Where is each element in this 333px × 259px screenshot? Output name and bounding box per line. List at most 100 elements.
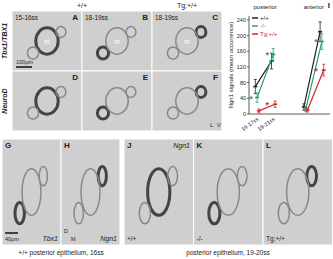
- gene-label: Ngn1: [100, 235, 117, 243]
- tissue: [97, 107, 108, 119]
- panel-letter: A: [72, 13, 78, 22]
- tissue: [139, 203, 150, 224]
- point: [318, 31, 322, 33]
- micrograph: [2, 139, 61, 245]
- error-bar: [319, 22, 322, 42]
- y-tick: [247, 114, 249, 115]
- y-tick-label: 240: [237, 17, 246, 23]
- chart-background: [226, 0, 333, 136]
- tissue: [81, 169, 100, 216]
- tissue: [167, 47, 178, 59]
- legend-label: -/-: [260, 23, 266, 29]
- y-tick: [247, 82, 249, 83]
- y-tick: [247, 51, 249, 52]
- error-bar: [272, 49, 275, 61]
- x-axis: [249, 114, 330, 115]
- panel-letter: D: [72, 73, 78, 82]
- micrograph: [152, 71, 222, 131]
- point: [320, 41, 324, 43]
- legend-label: Tg;+/+: [260, 31, 278, 37]
- y-axis-label: Ngn1 signals (mean occurrence): [228, 22, 234, 109]
- panel-letter: H: [64, 141, 70, 150]
- tissue: [168, 167, 178, 186]
- micrograph: [12, 11, 82, 71]
- error-bar: [256, 93, 259, 102]
- panel-letter: L: [266, 141, 271, 150]
- significance: *: [249, 94, 253, 104]
- row-label: Tbx1/TBX1: [1, 23, 8, 59]
- tissue: [106, 28, 128, 54]
- region-label: posterior: [254, 4, 277, 10]
- panel-letter: K: [197, 141, 203, 150]
- tissue: [22, 169, 41, 216]
- orientation: D: [64, 228, 68, 234]
- micrograph: [152, 11, 222, 71]
- point: [271, 54, 275, 56]
- scale-bar: [16, 66, 32, 68]
- tissue: [56, 87, 66, 98]
- marker: m: [114, 38, 119, 45]
- scale-label: 100μm: [16, 59, 33, 65]
- orientation: V: [217, 122, 221, 128]
- caption: posterior epithelium, 19-20ss: [186, 249, 270, 257]
- tissue: [97, 47, 108, 59]
- genotype-header: Tg;+/+: [177, 2, 197, 10]
- marker: m: [44, 38, 49, 45]
- orientation: M: [71, 236, 76, 242]
- point: [255, 97, 259, 99]
- micrograph: [82, 11, 152, 71]
- scale-label: 40μm: [5, 236, 19, 242]
- tissue: [278, 203, 289, 224]
- micrograph: [194, 139, 264, 245]
- y-tick: [247, 35, 249, 36]
- error-bar: [257, 109, 260, 113]
- caption: +/+ posterior epithelium, 16ss: [18, 249, 104, 257]
- tissue: [148, 169, 170, 216]
- significance: *: [314, 66, 318, 76]
- gene-label: Ngn1: [173, 142, 190, 150]
- significance: *: [266, 50, 270, 60]
- panel-letter: C: [212, 13, 218, 22]
- scale-bar: [5, 232, 18, 234]
- tissue: [56, 27, 66, 38]
- panel-letter: I: [328, 1, 330, 10]
- y-tick: [247, 66, 249, 67]
- error-bar: [320, 34, 323, 50]
- y-tick-label: 0: [243, 111, 246, 117]
- legend-label: +/+: [260, 15, 269, 21]
- region-label: anterior: [304, 4, 324, 10]
- figure: +/+Tg;+/+Tbx1/TBX1A15-16ssmB18-19ssmC18-…: [0, 0, 333, 259]
- point: [322, 69, 326, 71]
- point: [253, 86, 257, 88]
- tissue: [27, 107, 38, 119]
- tissue: [106, 88, 128, 114]
- x-tick-label: 19-21ss: [256, 116, 276, 132]
- genotype: -/-: [197, 235, 203, 242]
- panel-letter: F: [213, 73, 218, 82]
- significance: *: [266, 100, 270, 110]
- error-bar: [322, 64, 325, 76]
- micrograph: [61, 139, 120, 245]
- plot-area: [253, 22, 325, 113]
- tissue: [36, 28, 58, 54]
- point: [273, 103, 277, 105]
- y-tick-label: 80: [240, 80, 246, 86]
- legend-swatch: [252, 33, 258, 35]
- panel-letter: G: [5, 141, 11, 150]
- stage: 15-16ss: [15, 14, 39, 21]
- stage: 18-19ss: [85, 14, 109, 21]
- legend-swatch: [252, 17, 258, 19]
- tissue: [27, 47, 38, 59]
- tissue: [209, 203, 220, 224]
- point: [306, 109, 310, 111]
- series-line: [255, 32, 320, 107]
- genotype-header: +/+: [77, 2, 87, 9]
- micrograph: [82, 71, 152, 131]
- legend-swatch: [252, 25, 258, 27]
- genotype: +/+: [127, 235, 137, 242]
- micrograph: [263, 139, 333, 245]
- row-label: NeuroD: [1, 88, 8, 113]
- y-tick-label: 160: [237, 48, 246, 54]
- genotype: Tg;+/+: [266, 235, 285, 243]
- panel-letter: E: [143, 73, 149, 82]
